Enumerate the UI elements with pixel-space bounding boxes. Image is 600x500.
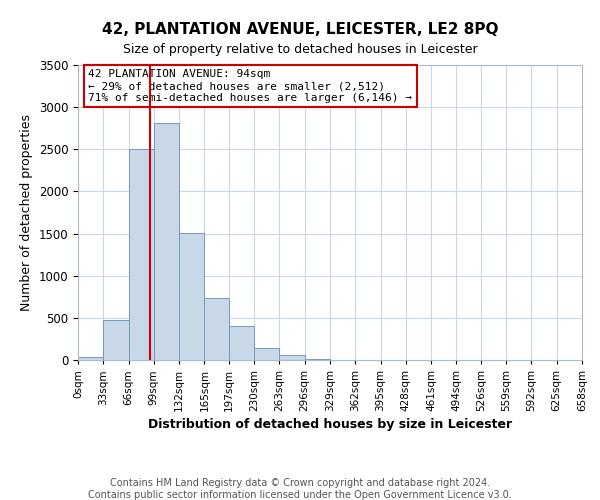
Text: Contains public sector information licensed under the Open Government Licence v3: Contains public sector information licen… <box>88 490 512 500</box>
Bar <box>179 232 205 360</box>
Bar <box>78 358 103 360</box>
Bar <box>154 123 179 360</box>
Text: Size of property relative to detached houses in Leicester: Size of property relative to detached ho… <box>122 42 478 56</box>
Bar <box>103 320 128 360</box>
Bar <box>254 348 280 360</box>
Text: Contains HM Land Registry data © Crown copyright and database right 2024.: Contains HM Land Registry data © Crown c… <box>110 478 490 488</box>
Text: 42, PLANTATION AVENUE, LEICESTER, LE2 8PQ: 42, PLANTATION AVENUE, LEICESTER, LE2 8P… <box>102 22 498 38</box>
Y-axis label: Number of detached properties: Number of detached properties <box>20 114 33 311</box>
Bar <box>229 326 254 360</box>
Bar <box>205 298 229 360</box>
Bar <box>128 149 154 360</box>
X-axis label: Distribution of detached houses by size in Leicester: Distribution of detached houses by size … <box>148 418 512 431</box>
Bar <box>305 359 330 360</box>
Bar <box>280 355 305 360</box>
Text: 42 PLANTATION AVENUE: 94sqm
← 29% of detached houses are smaller (2,512)
71% of : 42 PLANTATION AVENUE: 94sqm ← 29% of det… <box>88 70 412 102</box>
